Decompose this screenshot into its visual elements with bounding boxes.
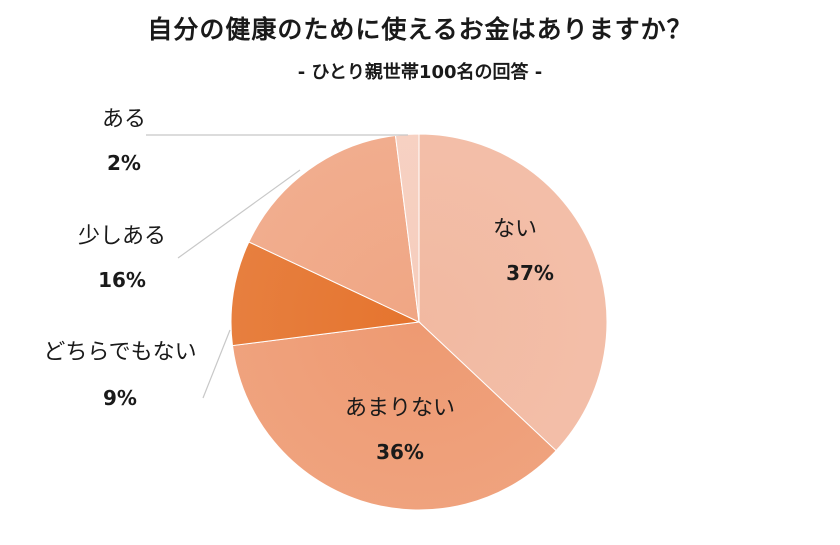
slice-label-1: ない [493, 217, 537, 242]
leader-line-4 [177, 169, 301, 259]
chart-title: 自分の健康のために使えるお金はありますか？ [147, 15, 693, 44]
chart-subtitle: - ひとり親世帯100名の回答 - [297, 62, 543, 83]
pie-slice-1 [418, 133, 608, 452]
slice-value-1: 37% [506, 261, 554, 285]
slice-value-4: 16% [98, 268, 146, 292]
slice-value-3: 9% [103, 386, 137, 410]
pie-slice-4 [248, 134, 420, 323]
slice-label-3: どちらでもない [43, 340, 196, 365]
slice-label-5: ある [102, 107, 146, 132]
leader-line-3 [202, 329, 231, 399]
slice-value-5: 2% [107, 151, 141, 175]
pie-slice-2 [231, 321, 557, 511]
pie-slice-3 [230, 241, 421, 347]
slice-label-4: 少しある [78, 224, 166, 249]
slice-label-2: あまりない [345, 396, 455, 421]
slice-value-2: 36% [376, 440, 424, 464]
